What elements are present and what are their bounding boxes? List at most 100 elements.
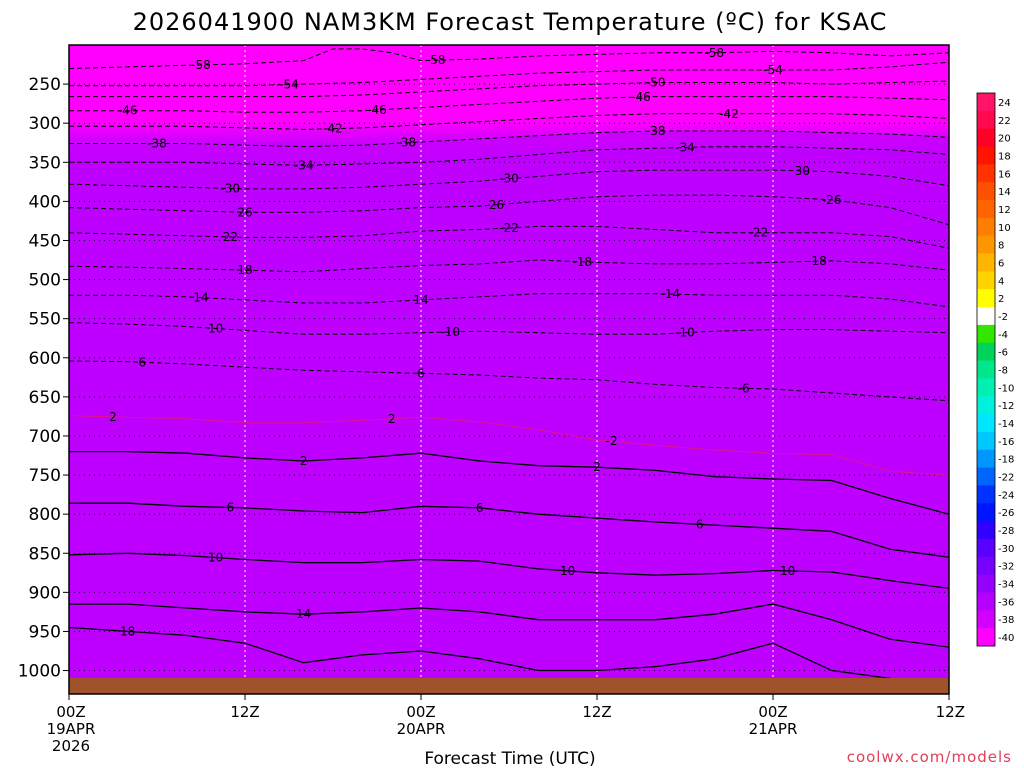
x-year-label: 2026 — [52, 737, 90, 755]
contour-line — [69, 169, 949, 190]
colorbar-swatch — [977, 128, 995, 148]
y-tick-label: 750 — [29, 466, 61, 486]
contour-line — [69, 113, 949, 130]
x-date-label: 21APR — [749, 720, 798, 738]
colorbar-swatch — [977, 610, 995, 629]
colorbar-swatch — [977, 574, 995, 593]
colorbar-label: 6 — [998, 258, 1004, 269]
contour-label: -46 — [367, 103, 387, 117]
colorbar-swatch — [977, 503, 995, 522]
contour-line — [69, 603, 949, 648]
colorbar-label: 14 — [998, 187, 1011, 198]
x-tick-label: 12Z — [582, 703, 611, 721]
y-tick-label: 600 — [29, 349, 61, 369]
x-tick-label: 00Z — [56, 703, 85, 721]
contour-label: 6 — [417, 366, 425, 380]
contour-label: -30 — [499, 172, 519, 186]
colorbar-swatch — [977, 592, 995, 611]
contour-line — [69, 415, 949, 476]
y-tick-label: 250 — [29, 75, 61, 95]
contour-label: 18 — [237, 263, 252, 277]
colorbar-swatch — [977, 431, 995, 451]
contour-label: -38 — [397, 136, 417, 150]
contour-line — [69, 61, 949, 87]
colorbar-label: -38 — [998, 615, 1014, 626]
contour-line — [69, 293, 949, 308]
x-tick-label: 12Z — [230, 703, 259, 721]
colorbar-swatch — [977, 521, 995, 540]
colorbar-swatch — [977, 253, 995, 272]
contour-label: 10 — [208, 321, 223, 335]
y-tick-label: 650 — [29, 388, 61, 408]
contour-label: -54 — [763, 63, 783, 77]
colorbar-swatch — [977, 164, 995, 183]
contour-line — [69, 259, 949, 273]
colorbar-swatch — [977, 342, 995, 362]
y-tick-label: 850 — [29, 544, 61, 564]
x-tick-label: 12Z — [936, 703, 965, 721]
contour-label: -14 — [661, 287, 681, 301]
colorbar-swatch — [977, 467, 995, 486]
y-tick-label: 550 — [29, 310, 61, 330]
contour-line — [69, 225, 949, 249]
colorbar-label: -12 — [998, 401, 1014, 412]
colorbar-label: -6 — [998, 348, 1008, 359]
x-axis-label: Forecast Time (UTC) — [424, 749, 595, 768]
colorbar-label: -4 — [998, 330, 1008, 341]
colorbar-label: -16 — [998, 437, 1014, 448]
colorbar-swatch — [977, 414, 995, 433]
colorbar-swatch — [977, 146, 995, 165]
contour-label: 10 — [560, 564, 575, 578]
colorbar-label: -34 — [998, 580, 1014, 591]
colorbar-label: -24 — [998, 490, 1014, 501]
y-tick-label: 900 — [29, 583, 61, 603]
y-tick-label: 400 — [29, 192, 61, 212]
colorbar-swatch — [977, 485, 995, 504]
colorbar-swatch — [977, 271, 995, 290]
contour-label: 2 — [593, 460, 601, 474]
contour-label: -34 — [675, 140, 695, 154]
y-axis: 250 300 350 400 450 500 550 600 650 700 750 800 850 9… — [18, 75, 69, 682]
contour-label: -22 — [499, 221, 519, 235]
colorbar-label: -2 — [998, 312, 1008, 323]
colorbar-label: -14 — [998, 419, 1014, 430]
contour-label: 30 — [795, 164, 810, 178]
y-tick-label: 500 — [29, 271, 61, 291]
colorbar-label: 12 — [998, 205, 1011, 216]
colorbar-swatch — [977, 324, 995, 344]
contour-label: -42 — [323, 122, 343, 136]
contour-label: 2 — [300, 454, 308, 468]
colorbar-swatch — [977, 93, 995, 112]
colorbar-label: -28 — [998, 526, 1014, 537]
ground-surface — [69, 678, 949, 694]
colorbar-label: -10 — [998, 383, 1014, 394]
colorbar-swatch — [977, 538, 995, 558]
colorbar-frame — [976, 92, 996, 647]
contour-label: -18 — [573, 255, 593, 269]
colorbar-swatch — [977, 307, 995, 326]
x-tick-label: 00Z — [406, 703, 435, 721]
chart-title: 2026041900 NAM3KM Forecast Temperature (… — [133, 8, 888, 36]
contour-label: 10 — [208, 551, 223, 565]
colorbar-label: 2 — [998, 294, 1004, 305]
contour-line — [69, 322, 949, 335]
contour-label: -26 — [485, 198, 505, 212]
contour-line — [69, 626, 891, 678]
colorbar-label: -22 — [998, 473, 1014, 484]
contour-label: 6 — [696, 517, 704, 531]
contour-line — [69, 360, 949, 402]
x-date-label: 19APR — [47, 720, 96, 738]
contour-line — [69, 80, 949, 98]
colorbar-label: 8 — [998, 241, 1004, 252]
colorbar-swatch — [977, 628, 995, 647]
colorbar-label: -40 — [998, 633, 1014, 644]
contour-line — [69, 48, 949, 69]
contour-label: -38 — [646, 124, 666, 138]
contour-label: -58 — [191, 58, 211, 72]
colorbar-swatch — [977, 378, 995, 397]
contour-label: -42 — [719, 107, 739, 121]
contour-label: -58 — [426, 53, 446, 67]
